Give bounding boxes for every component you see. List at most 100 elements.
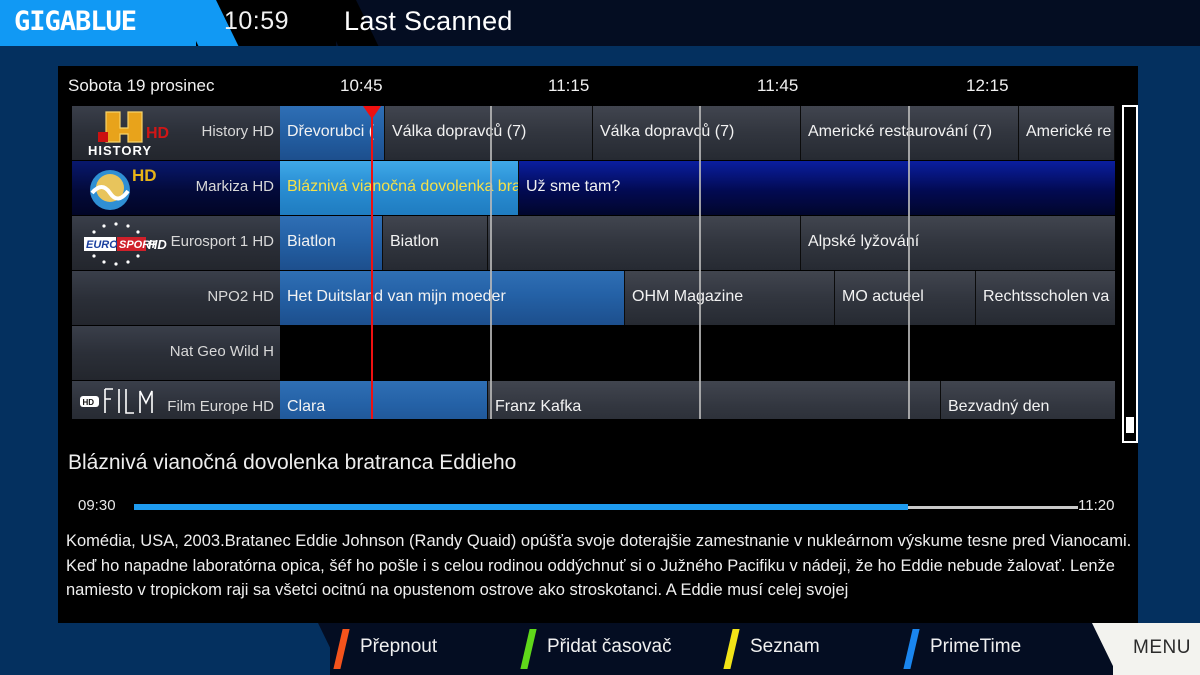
program-title: Americké re (1026, 123, 1112, 140)
detail-description: Komédia, USA, 2003.Bratanec Eddie Johnso… (66, 532, 1132, 599)
channel-name: Markiza HD (195, 178, 274, 195)
detail-start-time: 09:30 (78, 497, 116, 514)
history-hd-logo-icon: HD HISTORY (88, 111, 169, 158)
channel-row[interactable]: HD europe Film Europe HD Cl (58, 381, 1115, 419)
program-block[interactable]: Biatlon (383, 216, 488, 270)
program-block[interactable]: MO actueel (835, 271, 976, 325)
brand-logo-text: GIGABLUE (14, 6, 137, 37)
program-list: Biatlon Biatlon Alpské lyžování (280, 216, 1115, 270)
top-bar-divider (0, 46, 1200, 50)
svg-text:HISTORY: HISTORY (88, 143, 152, 158)
program-block[interactable]: Het Duitsland van mijn moeder (280, 271, 625, 325)
program-block[interactable]: Už sme tam? (519, 161, 1115, 215)
button-label: PrimeTime (930, 636, 1022, 657)
program-list: Bláznivá vianočná dovolenka bra Už sme t… (280, 161, 1115, 215)
program-list: Het Duitsland van mijn moeder OHM Magazi… (280, 271, 1115, 325)
program-block[interactable]: Rechtsscholen va (976, 271, 1115, 325)
time-tick-0: 10:45 (340, 76, 383, 95)
channel-name: NPO2 HD (207, 288, 274, 305)
program-title: Alpské lyžování (808, 233, 920, 250)
program-title: Americké restaurování (7) (808, 123, 993, 140)
svg-text:HD: HD (83, 398, 95, 407)
channel-row-selected[interactable]: HD Markiza HD Bláznivá vianočná dovolenk… (58, 161, 1115, 216)
channel-cell-eurosport-1-hd[interactable]: EURO SPORT HD Eurosport 1 HD (72, 216, 280, 270)
button-label: Seznam (750, 636, 820, 657)
program-block[interactable]: Alpské lyžování (801, 216, 1115, 270)
detail-end-time: 11:20 (1078, 497, 1115, 514)
program-list-empty (280, 326, 1115, 380)
button-label: Přepnout (360, 636, 438, 657)
program-block[interactable]: Clara (280, 381, 488, 419)
program-title: OHM Magazine (632, 288, 744, 305)
program-title: Válka dopravců (7) (392, 123, 527, 140)
program-block[interactable] (488, 216, 801, 270)
program-title: Clara (287, 398, 326, 415)
eurosport-hd-logo-icon: EURO SPORT HD (84, 222, 167, 266)
day-label: Sobota 19 prosinec (68, 76, 215, 95)
program-title: Válka dopravců (7) (600, 123, 735, 140)
program-block[interactable]: Válka dopravců (7) (593, 106, 801, 160)
program-title: Biatlon (390, 233, 439, 250)
program-block[interactable]: Franz Kafka (488, 381, 941, 419)
channel-row[interactable]: NPO2 HD Het Duitsland van mijn moeder OH… (58, 271, 1115, 326)
time-tick-1: 11:15 (548, 76, 590, 95)
film-europe-hd-logo-icon: HD europe (80, 388, 158, 419)
channel-name: History HD (201, 123, 274, 140)
menu-button-label[interactable]: MENU (1133, 637, 1191, 658)
program-block[interactable]: Biatlon (280, 216, 383, 270)
program-title: Už sme tam? (526, 178, 621, 195)
program-list: Dřevorubci ( Válka dopravců (7) Válka do… (280, 106, 1115, 160)
channel-row[interactable]: EURO SPORT HD Eurosport 1 HD Biatlon Bia… (58, 216, 1115, 271)
bottom-bar-background (330, 623, 1200, 675)
program-title: MO actueel (842, 288, 924, 305)
program-block[interactable]: Americké restaurování (7) (801, 106, 1019, 160)
epg-panel: Sobota 19 prosinec 10:45 11:15 11:45 12:… (58, 66, 1138, 623)
grid-scrollbar-thumb[interactable] (1126, 417, 1134, 433)
program-title: Bláznivá vianočná dovolenka bra (287, 178, 519, 195)
program-title: Biatlon (287, 233, 336, 250)
program-block[interactable]: Americké re (1019, 106, 1115, 160)
program-title: Franz Kafka (495, 398, 582, 415)
detail-title: Bláznivá vianočná dovolenka bratranca Ed… (68, 451, 517, 474)
bottom-button-bar: Přepnout Přidat časovač Seznam PrimeTime… (0, 623, 1200, 675)
channel-cell-film-europe-hd[interactable]: HD europe Film Europe HD (72, 381, 280, 419)
program-grid[interactable]: HD HISTORY History HD Dřevorubci ( Válka… (58, 106, 1138, 419)
channel-cell-history-hd[interactable]: HD HISTORY History HD (72, 106, 280, 160)
svg-text:HD: HD (146, 125, 169, 142)
program-block-selected[interactable]: Bláznivá vianočná dovolenka bra (280, 161, 519, 215)
program-block[interactable]: Válka dopravců (7) (385, 106, 593, 160)
program-block[interactable]: Bezvadný den (941, 381, 1115, 419)
channel-cell-npo2-hd[interactable]: NPO2 HD (72, 271, 280, 325)
program-title: Rechtsscholen va (983, 288, 1110, 305)
program-list: Clara Franz Kafka Bezvadný den (280, 381, 1115, 419)
row-background (280, 326, 1115, 380)
markiza-hd-logo-icon: HD (90, 166, 157, 210)
channel-row[interactable]: HD HISTORY History HD Dřevorubci ( Válka… (58, 106, 1115, 161)
program-block[interactable]: OHM Magazine (625, 271, 835, 325)
channel-cell-nat-geo-wild-hd[interactable]: Nat Geo Wild H (72, 326, 280, 380)
time-tick-3: 12:15 (966, 76, 1009, 95)
time-tick-2: 11:45 (757, 76, 799, 95)
svg-text:HD: HD (148, 237, 167, 252)
page-title: Last Scanned (344, 6, 513, 36)
brand-logo-background (0, 0, 196, 46)
detail-progress-fill (134, 504, 908, 510)
svg-text:europe: europe (120, 417, 158, 419)
program-title: Het Duitsland van mijn moeder (287, 288, 506, 305)
channel-cell-markiza-hd[interactable]: HD Markiza HD (72, 161, 280, 215)
channel-row[interactable]: Nat Geo Wild H (58, 326, 1115, 381)
program-block[interactable]: Dřevorubci ( (280, 106, 385, 160)
channel-name: Film Europe HD (167, 398, 274, 415)
svg-text:SPORT: SPORT (119, 239, 158, 251)
button-label: Přidat časovač (547, 636, 672, 657)
channel-name: Eurosport 1 HD (170, 233, 274, 250)
clock-text: 10:59 (224, 7, 290, 35)
svg-text:EURO: EURO (86, 239, 118, 251)
program-detail-panel: Bláznivá vianočná dovolenka bratranca Ed… (58, 451, 1138, 623)
program-title: Dřevorubci ( (287, 123, 375, 140)
grid-scrollbar[interactable] (1122, 105, 1138, 443)
svg-text:HD: HD (132, 166, 157, 185)
program-title: Bezvadný den (948, 398, 1050, 415)
top-bar: GIGABLUE 10:59 Last Scanned (0, 0, 1200, 46)
